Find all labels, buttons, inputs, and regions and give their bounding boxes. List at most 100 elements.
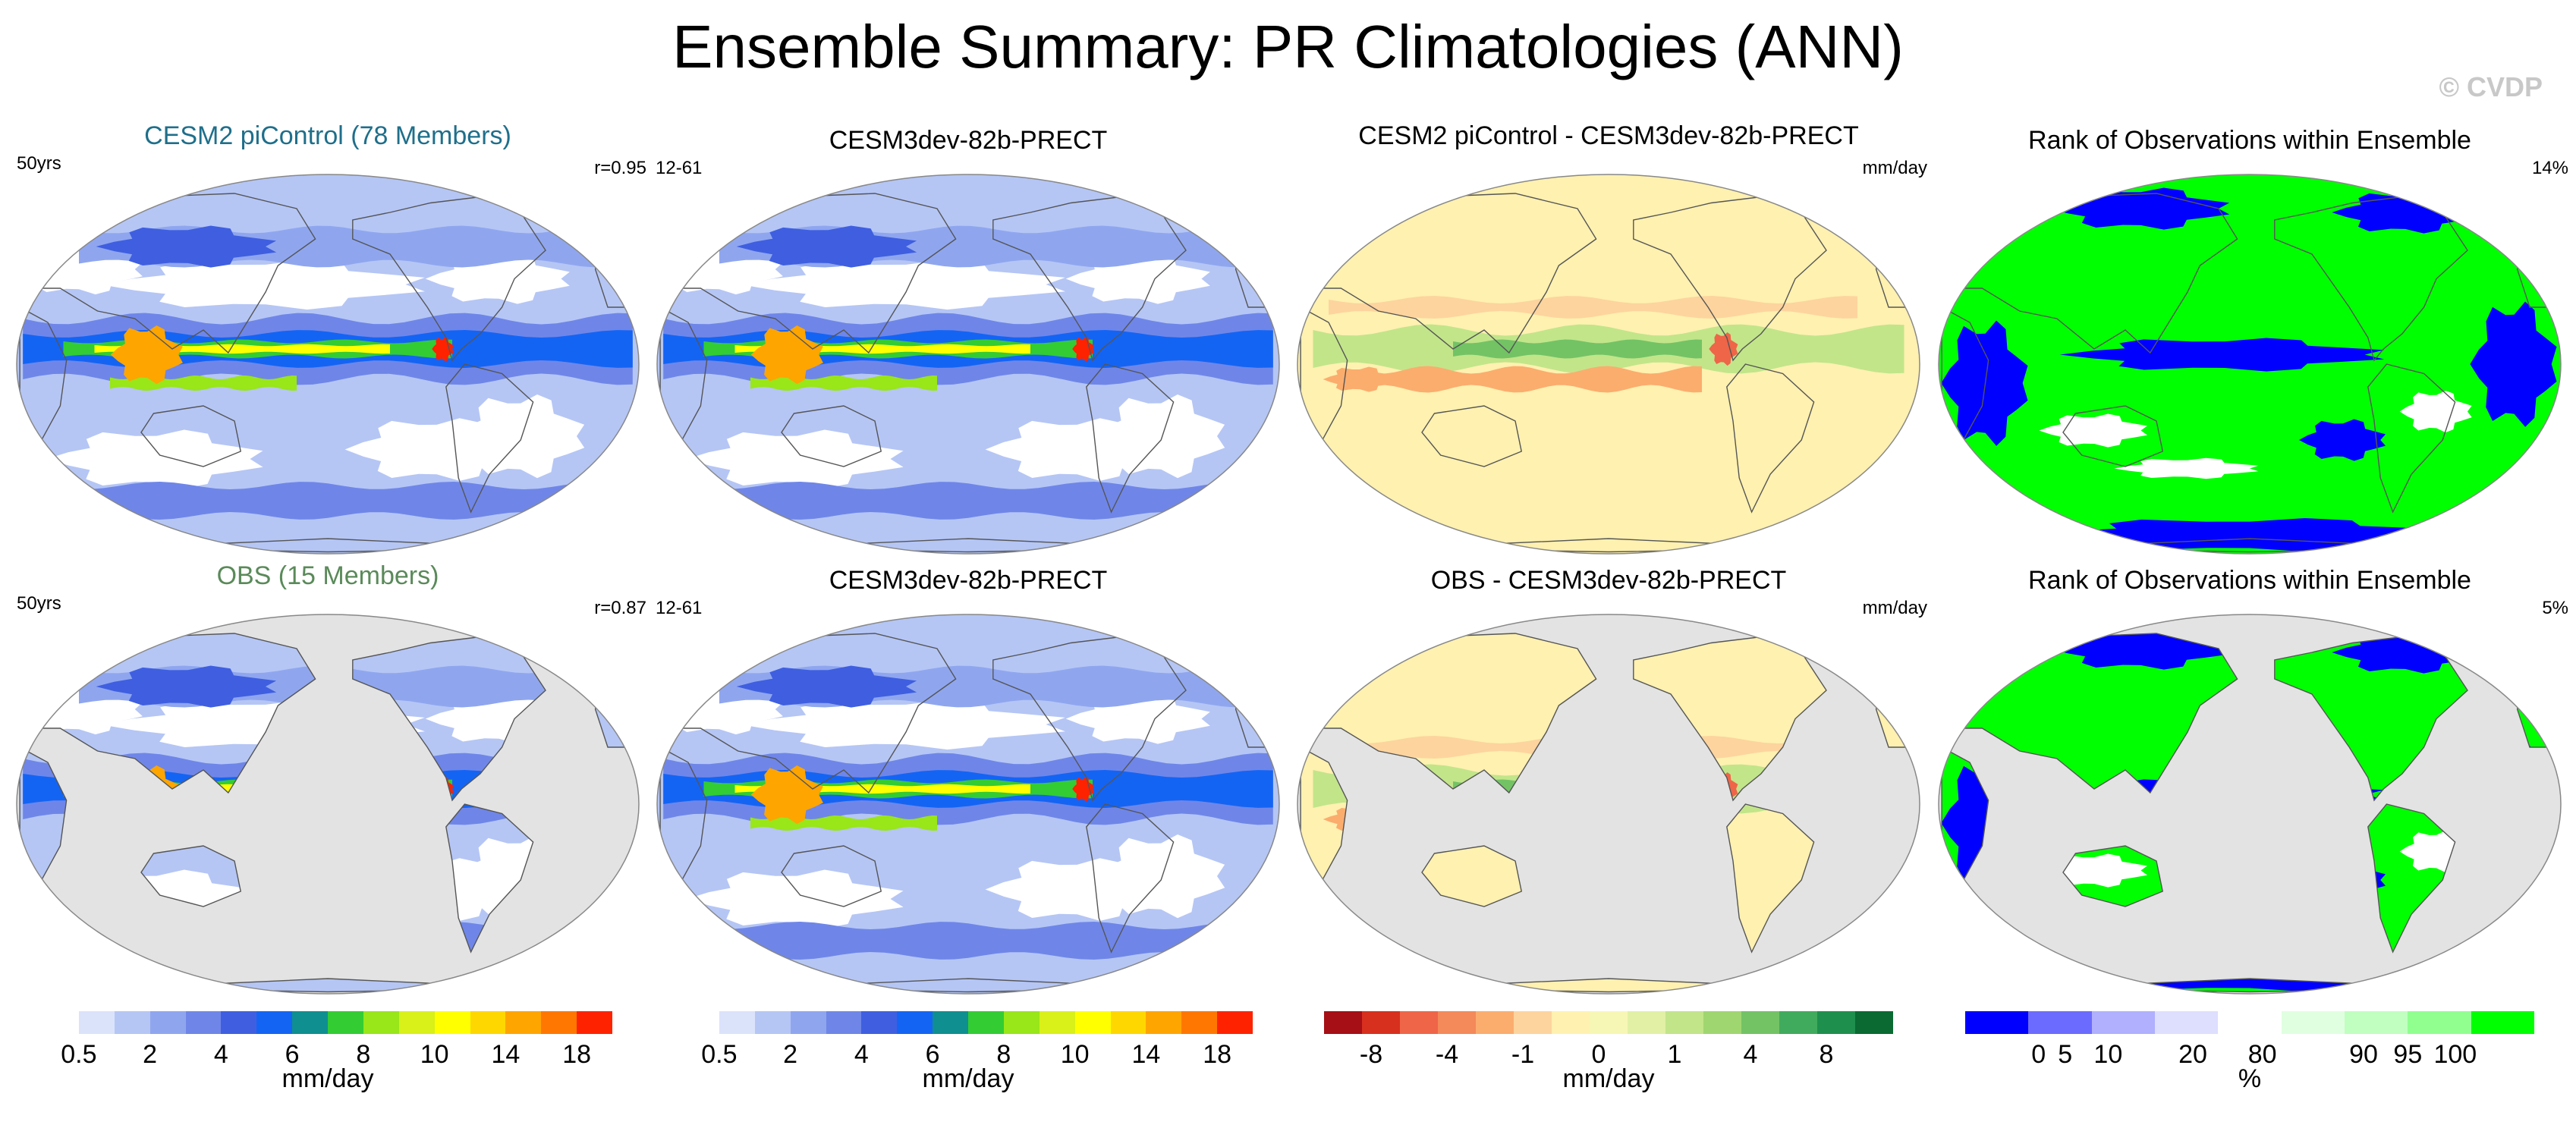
colorbar-tick-label: 10 <box>420 1040 449 1069</box>
map-field <box>1297 174 1920 554</box>
colorbar-tick-label: 14 <box>1131 1040 1161 1069</box>
colorbar-swatch <box>292 1011 328 1034</box>
colorbar-swatch <box>2218 1011 2282 1034</box>
colorbar-swatch <box>2408 1011 2471 1034</box>
world-map-pr-cesm2 <box>16 174 640 555</box>
map-field <box>1939 614 2561 994</box>
panel-period-label: 50yrs <box>17 593 61 614</box>
colorbar-tick-label: 6 <box>285 1040 300 1069</box>
coastline-eurasia <box>22 193 316 354</box>
colorbar-swatch <box>1146 1011 1182 1034</box>
colorbar-tick-label: 18 <box>1203 1040 1232 1069</box>
world-map-obs-difference <box>1297 614 1920 995</box>
colorbar-swatches <box>684 1011 1253 1034</box>
panel-title: CESM3dev-82b-PRECT <box>829 566 1108 595</box>
colorbar-tick-label: 0 <box>2031 1040 2046 1069</box>
colorbar-tick-label: 10 <box>2093 1040 2123 1069</box>
colorbar-tick-labels: -8 -4 -1 0 1 4 8 <box>1324 1040 1893 1070</box>
colorbar-unit-label: mm/day <box>1562 1064 1655 1093</box>
colorbar-swatch <box>577 1011 612 1034</box>
map-border <box>16 614 640 995</box>
coastline-eurasia <box>1944 193 2238 354</box>
colorbar-tick-label: -8 <box>1359 1040 1383 1069</box>
colorbar-swatch <box>2344 1011 2408 1034</box>
panel-period-label: 50yrs <box>17 153 61 174</box>
colorbar-precip-1: 0.5 2 4 6 8 10 14 18 mm/day <box>43 1011 612 1125</box>
ocean-mask <box>1297 614 1920 994</box>
colorbar-rank: 0 5 10 20 80 90 95 100 % <box>1965 1011 2534 1125</box>
colorbar-tick-label: 100 <box>2433 1040 2477 1069</box>
colorbar-swatch <box>897 1011 933 1034</box>
colorbar-swatch <box>1074 1011 1111 1034</box>
panel-cesm3dev-bottom: CESM3dev-82b-PRECT 12-61 <box>650 561 1287 1001</box>
coastline-southAmerica <box>1726 363 1815 514</box>
colorbar-tick-label: 8 <box>996 1040 1011 1069</box>
coastline-southAmerica <box>2367 803 2456 954</box>
colorbar-swatch <box>1703 1011 1741 1034</box>
colorbar-unit-label: mm/day <box>282 1064 374 1093</box>
colorbar-swatch <box>185 1011 222 1034</box>
colorbar-precip-2: 0.5 2 4 6 8 10 14 18 mm/day <box>684 1011 1253 1125</box>
colorbar-swatch <box>1217 1011 1253 1034</box>
colorbar-swatch <box>1181 1011 1218 1034</box>
coastline-australia <box>1421 845 1523 907</box>
colorbar-tick-label: 2 <box>143 1040 158 1069</box>
coastline-australia <box>1421 405 1523 467</box>
colorbar-swatch <box>1855 1011 1893 1034</box>
coastline-northAmerica <box>2274 196 2468 362</box>
panel-title: CESM2 piControl - CESM3dev-82b-PRECT <box>1358 121 1859 150</box>
colorbar-tick-label: 1 <box>1667 1040 1682 1069</box>
colorbar-tick-label: 0.5 <box>61 1040 97 1069</box>
map-border <box>1938 614 2562 995</box>
colorbar-tick-label: -1 <box>1511 1040 1535 1069</box>
colorbar-tick-label: -4 <box>1435 1040 1459 1069</box>
world-map-pr-obs <box>16 614 640 995</box>
colorbar-swatches <box>1324 1011 1893 1034</box>
colorbar-tick-label: 6 <box>925 1040 940 1069</box>
colorbar-swatch <box>221 1011 257 1034</box>
colorbar-tick-label: 90 <box>2349 1040 2378 1069</box>
panel-cesm3dev-top: CESM3dev-82b-PRECT 12-61 <box>650 121 1287 561</box>
colorbar-unit-label: % <box>2238 1064 2262 1093</box>
colorbar-swatch <box>1003 1011 1040 1034</box>
panel-cesm2-picontrol-top: CESM2 piControl (78 Members) 50yrs r=0.9… <box>9 121 646 561</box>
panel-title: Rank of Observations within Ensemble <box>2028 126 2471 155</box>
colorbar-tick-label: 95 <box>2393 1040 2423 1069</box>
colorbar-tick-label: 10 <box>1060 1040 1090 1069</box>
colorbar-tick-label: 2 <box>783 1040 798 1069</box>
colorbar-swatch <box>1817 1011 1855 1034</box>
coastline-northAmerica <box>352 196 546 362</box>
coastline-southAmerica <box>1086 363 1175 514</box>
colorbar-swatch <box>1965 1011 2029 1034</box>
panel-area-label: 14% <box>2531 158 2568 178</box>
coastline-northAmerica <box>2274 636 2468 802</box>
coastline-australia <box>2062 405 2164 467</box>
colorbar-swatch <box>149 1011 186 1034</box>
panel-diff-bottom: OBS - CESM3dev-82b-PRECT mm/day <box>1290 561 1927 1001</box>
coastline-eurasia <box>662 193 957 354</box>
colorbar-swatch <box>933 1011 968 1034</box>
coastlines <box>659 181 1277 553</box>
colorbar-tick-labels: 0.5 2 4 6 8 10 14 18 <box>43 1040 612 1070</box>
colorbar-swatch <box>754 1011 791 1034</box>
coastline-australia <box>781 845 882 907</box>
colorbar-swatch <box>1110 1011 1146 1034</box>
panel-title: CESM2 piControl (78 Members) <box>144 121 511 150</box>
panel-correlation-label: r=0.95 <box>594 158 646 178</box>
map-field <box>17 614 639 994</box>
colorbar-tick-label: 8 <box>1819 1040 1834 1069</box>
colorbar-swatches <box>1965 1011 2534 1034</box>
coastline-southAmerica <box>1086 803 1175 954</box>
coastline-australia <box>140 405 242 467</box>
map-field <box>1297 614 1920 994</box>
colorbar-swatch <box>2154 1011 2219 1034</box>
panel-period-label: 12-61 <box>656 158 703 178</box>
coastline-northAmerica <box>1633 636 1827 802</box>
colorbar-tick-label: 0 <box>1591 1040 1606 1069</box>
coastline-australia <box>2062 845 2164 907</box>
colorbar-tick-label: 20 <box>2178 1040 2207 1069</box>
panel-title: OBS (15 Members) <box>216 561 439 590</box>
colorbar-swatch <box>1324 1011 1362 1034</box>
coastline-southAmerica <box>2367 363 2456 514</box>
map-field <box>17 174 639 554</box>
